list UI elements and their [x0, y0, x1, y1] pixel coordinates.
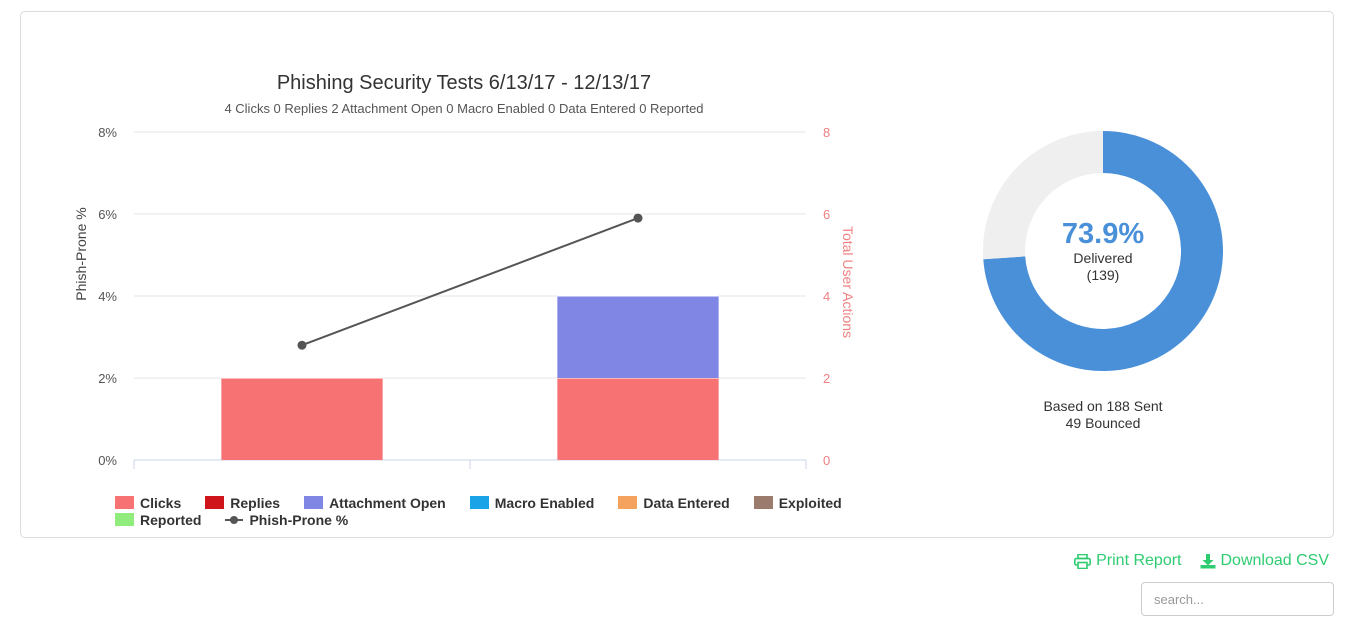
y2-tick-label: 8	[823, 125, 830, 140]
report-actions: Print Report Download CSV	[1056, 552, 1329, 570]
delivery-donut: 73.9% Delivered (139)	[982, 130, 1224, 372]
bar-attachment-open	[557, 296, 719, 378]
legend-label-replies: Replies	[230, 494, 281, 511]
y-axis-title: Phish-Prone %	[73, 207, 89, 300]
chart-legend: Clicks Replies Attachment Open Macro Ena…	[115, 494, 875, 528]
phish-prone-point	[297, 340, 307, 350]
legend-label-data-entered: Data Entered	[643, 494, 730, 511]
print-report-button[interactable]: Print Report	[1074, 552, 1182, 570]
y-tick-label: 4%	[98, 289, 117, 304]
y2-tick-label: 6	[823, 207, 830, 222]
legend-item-phish-prone[interactable]: Phish-Prone %	[225, 512, 348, 528]
download-csv-label: Download CSV	[1220, 552, 1330, 569]
legend-item-clicks[interactable]: Clicks	[115, 495, 181, 511]
legend-label-attachment-open: Attachment Open	[329, 494, 446, 511]
chart-line	[297, 213, 643, 350]
delivered-label: Delivered	[1073, 249, 1133, 266]
chart-title: Phishing Security Tests 6/13/17 - 12/13/…	[277, 72, 651, 94]
legend-line-phish-prone	[225, 513, 244, 526]
legend-item-replies[interactable]: Replies	[205, 495, 280, 511]
y-tick-label: 0%	[98, 453, 117, 468]
legend-label-exploited: Exploited	[778, 494, 842, 511]
delivered-count: (139)	[1086, 266, 1120, 283]
legend-label-clicks: Clicks	[140, 494, 182, 511]
legend-swatch-replies	[205, 496, 225, 509]
legend-label-phish-prone: Phish-Prone %	[249, 511, 349, 528]
download-csv-button[interactable]: Download CSV	[1200, 552, 1330, 570]
legend-swatch-exploited	[753, 496, 773, 509]
bar-clicks	[221, 378, 383, 460]
chart-subtitle: 4 Clicks 0 Replies 2 Attachment Open 0 M…	[224, 101, 703, 116]
chart-axes: 0% 0 2% 2 4% 4 6% 6 8% 8	[98, 125, 830, 469]
legend-item-macro-enabled[interactable]: Macro Enabled	[469, 494, 595, 511]
bar-clicks	[557, 378, 719, 460]
y2-tick-label: 2	[823, 371, 830, 386]
donut-slice-not-delivered	[983, 131, 1103, 260]
legend-swatch-clicks	[115, 496, 134, 509]
donut-slice-delivered	[983, 131, 1223, 371]
print-icon	[1074, 553, 1092, 569]
legend-label-reported: Reported	[140, 511, 202, 528]
phish-prone-line	[301, 217, 639, 347]
y2-tick-label: 4	[823, 289, 830, 304]
sent-count: Based on 188 Sent	[1043, 398, 1163, 414]
y2-tick-label: 0	[823, 453, 830, 468]
y-tick-label: 8%	[98, 125, 117, 140]
chart-bars	[221, 295, 719, 460]
legend-item-attachment-open[interactable]: Attachment Open	[304, 495, 446, 511]
legend-label-macro-enabled: Macro Enabled	[494, 494, 595, 511]
legend-item-reported[interactable]: Reported	[115, 512, 201, 528]
delivered-percent: 73.9%	[1061, 217, 1145, 250]
legend-row-2: Reported Phish-Prone %	[115, 511, 875, 528]
legend-swatch-reported	[115, 513, 134, 526]
legend-swatch-attachment-open	[304, 496, 324, 509]
legend-row-1: Clicks Replies Attachment Open Macro Ena…	[115, 494, 875, 511]
legend-item-data-entered[interactable]: Data Entered	[618, 494, 730, 511]
print-report-label: Print Report	[1096, 552, 1182, 569]
legend-swatch-data-entered	[618, 496, 638, 509]
download-icon	[1200, 553, 1215, 568]
y2-axis-title: Total User Actions	[840, 226, 856, 338]
bounced-count: 49 Bounced	[1065, 415, 1141, 431]
phish-prone-point	[633, 213, 643, 223]
donut-chart	[983, 131, 1223, 371]
legend-item-exploited[interactable]: Exploited	[753, 494, 842, 511]
donut-center: 73.9% Delivered (139)	[982, 130, 1224, 372]
phishing-chart: Phishing Security Tests 6/13/17 - 12/13/…	[73, 72, 856, 469]
legend-swatch-macro-enabled	[469, 496, 489, 509]
delivery-summary: Based on 188 Sent 49 Bounced	[982, 398, 1224, 432]
y-tick-label: 2%	[98, 371, 117, 386]
y-tick-label: 6%	[98, 207, 117, 222]
report-card: Phishing Security Tests 6/13/17 - 12/13/…	[20, 11, 1334, 538]
search-input[interactable]	[1141, 582, 1334, 616]
